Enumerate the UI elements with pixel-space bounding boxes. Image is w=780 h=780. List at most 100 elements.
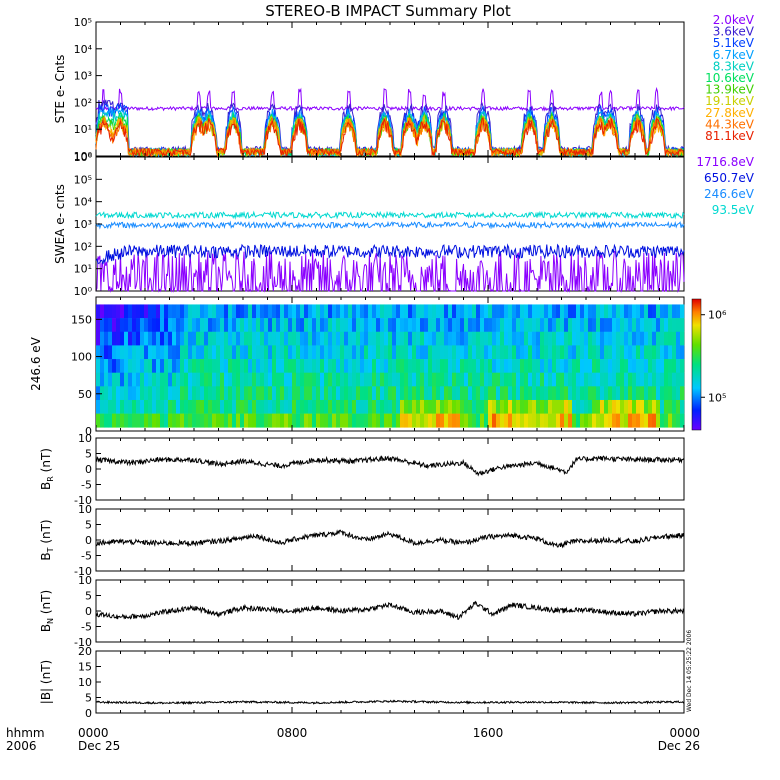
heat-cell xyxy=(176,304,181,319)
heat-cell xyxy=(196,386,201,401)
heat-cell xyxy=(536,359,541,373)
heat-cell xyxy=(200,372,205,387)
heat-cell xyxy=(124,304,129,319)
heat-cell xyxy=(264,304,269,319)
heat-cell xyxy=(624,386,629,401)
heat-cell xyxy=(604,304,609,319)
heat-cell xyxy=(560,304,565,319)
heat-cell xyxy=(528,345,533,360)
heat-cell xyxy=(368,386,373,401)
heat-cell xyxy=(400,331,405,346)
heat-cell xyxy=(600,345,605,360)
heat-cell xyxy=(168,304,173,319)
heat-cell xyxy=(484,413,489,428)
heat-cell xyxy=(240,359,245,373)
heat-cell xyxy=(244,345,249,360)
heat-cell xyxy=(140,413,145,428)
heat-cell xyxy=(188,399,193,414)
heat-cell xyxy=(256,399,261,414)
heat-cell xyxy=(644,399,649,414)
heat-cell xyxy=(336,359,341,373)
heat-cell xyxy=(316,304,321,319)
heat-cell xyxy=(208,331,213,346)
heat-cell xyxy=(404,386,409,401)
heat-cell xyxy=(408,318,413,333)
heat-cell xyxy=(136,331,141,346)
heat-cell xyxy=(332,413,337,428)
heat-cell xyxy=(252,413,257,428)
heat-cell xyxy=(368,331,373,346)
heat-cell xyxy=(628,304,633,319)
heat-cell xyxy=(480,413,485,428)
heat-cell xyxy=(444,345,449,360)
heat-cell xyxy=(504,399,509,414)
heat-cell xyxy=(400,413,405,428)
heat-cell xyxy=(168,372,173,387)
heat-cell xyxy=(136,372,141,387)
heat-cell xyxy=(300,386,305,401)
heat-cell xyxy=(392,345,397,360)
heat-cell xyxy=(516,318,521,333)
heat-cell xyxy=(196,399,201,414)
heat-cell xyxy=(632,359,637,373)
heat-cell xyxy=(672,413,677,428)
heat-cell xyxy=(132,386,137,401)
heat-cell xyxy=(364,386,369,401)
heat-cell xyxy=(680,331,685,346)
heat-cell xyxy=(620,372,625,387)
heat-cell xyxy=(368,318,373,333)
heat-cell xyxy=(244,386,249,401)
heat-cell xyxy=(200,345,205,360)
heat-cell xyxy=(384,318,389,333)
heat-cell xyxy=(208,359,213,373)
heat-cell xyxy=(496,318,501,333)
heat-cell xyxy=(280,345,285,360)
heat-cell xyxy=(200,331,205,346)
heat-cell xyxy=(372,372,377,387)
heat-cell xyxy=(588,331,593,346)
bt-ytick-label: 0 xyxy=(85,534,92,547)
heat-cell xyxy=(384,399,389,414)
heat-cell xyxy=(544,359,549,373)
heat-cell xyxy=(516,345,521,360)
heat-cell xyxy=(584,318,589,333)
heat-cell xyxy=(320,331,325,346)
heat-cell xyxy=(484,359,489,373)
heat-cell xyxy=(128,386,133,401)
heat-cell xyxy=(520,399,525,414)
heat-cell xyxy=(500,331,505,346)
heat-cell xyxy=(216,318,221,333)
heat-cell xyxy=(636,372,641,387)
heat-cell xyxy=(600,413,605,428)
heat-cell xyxy=(184,304,189,319)
heat-cell xyxy=(360,345,365,360)
heat-cell xyxy=(260,304,265,319)
heat-cell xyxy=(448,304,453,319)
heat-cell xyxy=(148,359,153,373)
heat-cell xyxy=(220,304,225,319)
heat-cell xyxy=(436,331,441,346)
heat-cell xyxy=(588,386,593,401)
swea-ytick-label: 10⁴ xyxy=(74,196,93,209)
br-ytick-label: 5 xyxy=(85,448,92,461)
heat-cell xyxy=(432,386,437,401)
pad-ytick-label: 0 xyxy=(85,425,92,438)
bn-ytick-label: 10 xyxy=(78,574,92,587)
heat-cell xyxy=(320,318,325,333)
heat-cell xyxy=(552,386,557,401)
heat-cell xyxy=(488,386,493,401)
heat-cell xyxy=(184,372,189,387)
br-ytick-label: -5 xyxy=(81,479,92,492)
heat-cell xyxy=(472,386,477,401)
heat-cell xyxy=(228,399,233,414)
heat-cell xyxy=(528,331,533,346)
heat-cell xyxy=(636,386,641,401)
heat-cell xyxy=(500,386,505,401)
heat-cell xyxy=(428,304,433,319)
heat-cell xyxy=(228,318,233,333)
heat-cell xyxy=(376,331,381,346)
ste-legend-2.0keV: 2.0keV xyxy=(713,13,755,27)
heat-cell xyxy=(192,331,197,346)
heat-cell xyxy=(496,304,501,319)
heat-cell xyxy=(184,345,189,360)
